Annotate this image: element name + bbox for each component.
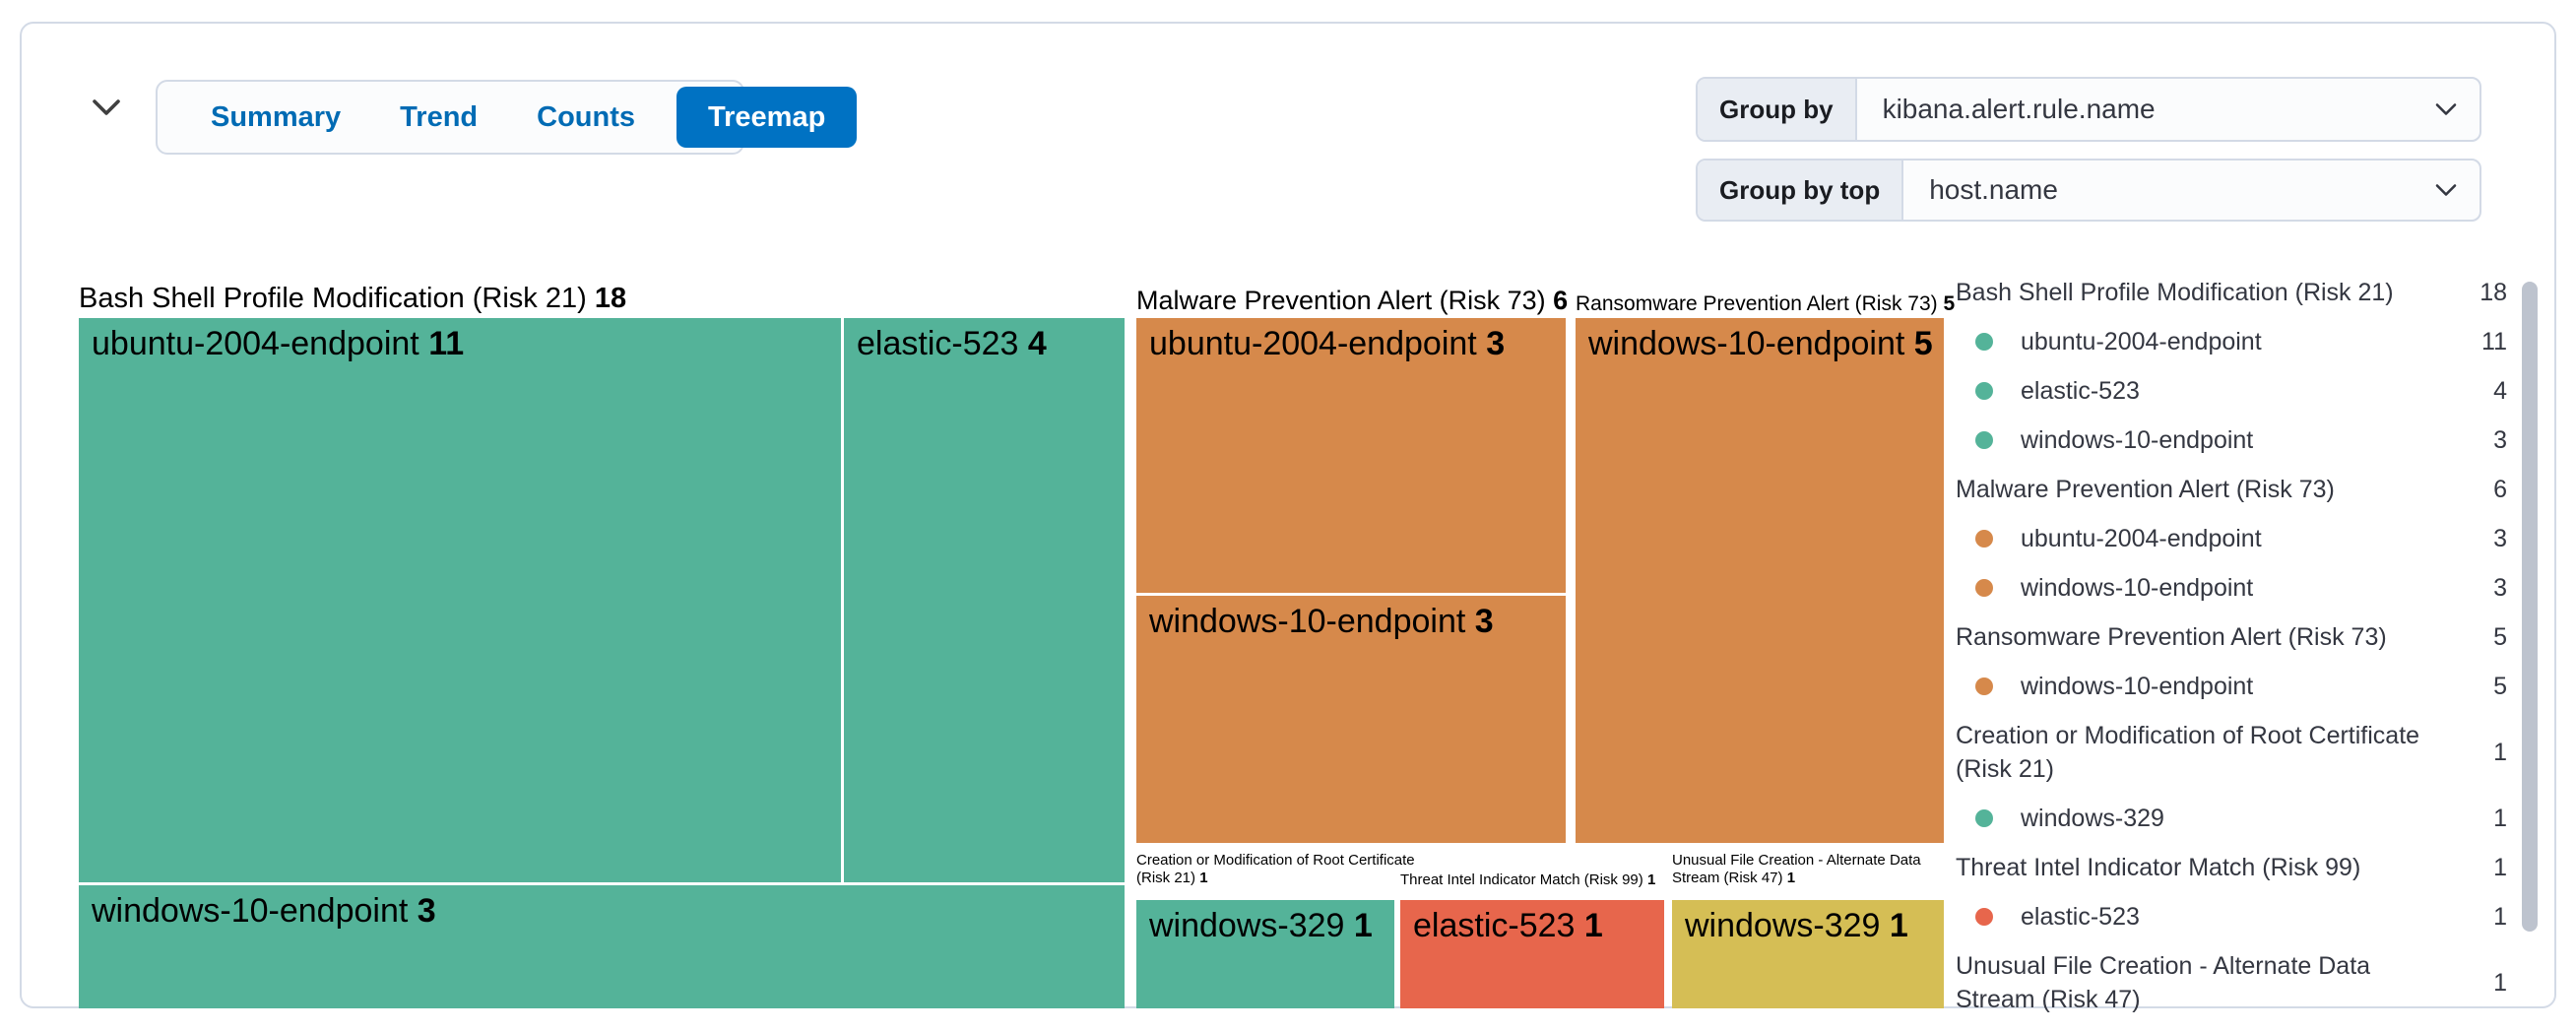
legend-color-dot	[1975, 908, 1993, 926]
treemap-cell[interactable]: ubuntu-2004-endpoint 3	[1136, 318, 1566, 593]
legend-color-dot	[1975, 809, 1993, 827]
legend-color-dot	[1975, 431, 1993, 449]
legend-color-dot	[1975, 579, 1993, 597]
legend-item-value: 1	[2493, 804, 2507, 832]
legend-host-item[interactable]: windows-10-endpoint 3	[1954, 418, 2507, 463]
treemap-cell-label: windows-10-endpoint 3	[92, 892, 436, 930]
legend-host-item[interactable]: windows-10-endpoint 3	[1954, 565, 2507, 611]
legend-item-label: windows-329	[2021, 805, 2164, 832]
treemap-cell-label: windows-329 1	[1149, 907, 1373, 944]
chevron-down-icon	[93, 98, 120, 115]
legend-item-label: Malware Prevention Alert (Risk 73)	[1956, 476, 2335, 503]
legend-color-dot	[1975, 333, 1993, 351]
legend-item-label: windows-10-endpoint	[2021, 574, 2254, 602]
legend-color-dot	[1975, 677, 1993, 695]
treemap-cell[interactable]: windows-329 1	[1672, 900, 1944, 1008]
treemap-cell-label: windows-10-endpoint 5	[1588, 325, 1933, 362]
tab-treemap[interactable]: Treemap	[676, 87, 858, 148]
chevron-down-icon	[2435, 103, 2457, 115]
treemap-cell[interactable]: windows-10-endpoint 5	[1576, 318, 1944, 843]
tab-summary[interactable]: Summary	[181, 82, 370, 153]
treemap-cell-label: ubuntu-2004-endpoint 11	[92, 325, 465, 362]
legend-group-item[interactable]: Malware Prevention Alert (Risk 73) 6	[1954, 467, 2507, 512]
legend-item-value: 6	[2493, 475, 2507, 503]
legend-item-label: elastic-523	[2021, 903, 2140, 931]
legend-host-item[interactable]: elastic-523 1	[1954, 894, 2507, 939]
treemap-cell-label: windows-329 1	[1685, 907, 1908, 944]
legend-item-value: 5	[2493, 672, 2507, 700]
tab-counts[interactable]: Counts	[507, 82, 665, 153]
legend-item-label: Ransomware Prevention Alert (Risk 73)	[1956, 623, 2387, 651]
group-by-select[interactable]: Group by kibana.alert.rule.name	[1696, 77, 2481, 142]
legend-item-value: 3	[2493, 425, 2507, 454]
legend-item-value: 1	[2493, 738, 2507, 766]
treemap-group-header: Ransomware Prevention Alert (Risk 73) 5	[1576, 292, 1956, 315]
legend-group-item[interactable]: Bash Shell Profile Modification (Risk 21…	[1954, 270, 2507, 315]
legend-item-label: ubuntu-2004-endpoint	[2021, 525, 2262, 552]
treemap-group-header: Malware Prevention Alert (Risk 73) 6	[1136, 286, 1569, 315]
legend-item-label: elastic-523	[2021, 377, 2140, 405]
legend-item-label: Creation or Modification of Root Certifi…	[1956, 722, 2420, 783]
legend-scrollbar-thumb[interactable]	[2522, 282, 2538, 932]
legend-item-label: Threat Intel Indicator Match (Risk 99)	[1956, 854, 2361, 881]
group-by-prepend-label: Group by	[1698, 79, 1857, 140]
alerts-treemap-chart: Bash Shell Profile Modification (Risk 21…	[22, 24, 2576, 1032]
legend-host-item[interactable]: ubuntu-2004-endpoint 11	[1954, 319, 2507, 364]
treemap-cell[interactable]: elastic-523 4	[844, 318, 1125, 882]
treemap-group-header: Unusual File Creation - Alternate Data S…	[1672, 852, 1921, 886]
legend-item-value: 18	[2479, 278, 2507, 306]
treemap-cell[interactable]: windows-329 1	[1136, 900, 1394, 1008]
treemap-cell-label: windows-10-endpoint 3	[1149, 603, 1494, 640]
legend-item-value: 4	[2493, 376, 2507, 405]
legend-item-label: Bash Shell Profile Modification (Risk 21…	[1956, 279, 2394, 306]
legend-item-value: 11	[2481, 327, 2507, 355]
legend-host-item[interactable]: windows-10-endpoint 5	[1954, 664, 2507, 709]
legend-item-value: 1	[2493, 968, 2507, 997]
treemap-legend: Bash Shell Profile Modification (Risk 21…	[1954, 270, 2507, 1022]
legend-item-value: 5	[2493, 622, 2507, 651]
legend-item-value: 3	[2493, 573, 2507, 602]
alerts-visualization-panel: Summary Trend Counts Treemap Group by ki…	[20, 22, 2556, 1013]
treemap-cell[interactable]: windows-10-endpoint 3	[79, 885, 1125, 1008]
treemap-cell[interactable]: windows-10-endpoint 3	[1136, 596, 1566, 843]
legend-group-item[interactable]: Ransomware Prevention Alert (Risk 73) 5	[1954, 614, 2507, 660]
legend-item-value: 1	[2493, 853, 2507, 881]
legend-item-label: windows-10-endpoint	[2021, 426, 2254, 454]
chevron-down-icon	[2435, 184, 2457, 196]
treemap-cell[interactable]: elastic-523 1	[1400, 900, 1664, 1008]
legend-item-label: windows-10-endpoint	[2021, 673, 2254, 700]
legend-item-label: Unusual File Creation - Alternate Data S…	[1956, 952, 2371, 1013]
legend-group-item[interactable]: Unusual File Creation - Alternate Data S…	[1954, 943, 2507, 1022]
legend-color-dot	[1975, 530, 1993, 548]
legend-color-dot	[1975, 382, 1993, 400]
chart-type-button-group: Summary Trend Counts Treemap	[156, 80, 858, 155]
legend-host-item[interactable]: elastic-523 4	[1954, 368, 2507, 414]
treemap-group-header: Threat Intel Indicator Match (Risk 99) 1	[1400, 871, 1656, 888]
group-by-top-value: host.name	[1929, 174, 2058, 205]
treemap-group-header: Creation or Modification of Root Certifi…	[1136, 852, 1415, 886]
tab-trend[interactable]: Trend	[370, 82, 507, 153]
legend-group-item[interactable]: Threat Intel Indicator Match (Risk 99) 1	[1954, 845, 2507, 890]
treemap-cell-label: elastic-523 4	[857, 325, 1047, 362]
legend-item-value: 3	[2493, 524, 2507, 552]
group-by-top-prepend-label: Group by top	[1698, 161, 1904, 220]
treemap-cell-label: ubuntu-2004-endpoint 3	[1149, 325, 1506, 362]
legend-host-item[interactable]: ubuntu-2004-endpoint 3	[1954, 516, 2507, 561]
legend-item-label: ubuntu-2004-endpoint	[2021, 328, 2262, 355]
treemap-group-header: Bash Shell Profile Modification (Risk 21…	[79, 283, 627, 314]
collapse-section-button[interactable]	[81, 85, 132, 130]
legend-item-value: 1	[2493, 902, 2507, 931]
legend-host-item[interactable]: windows-329 1	[1954, 796, 2507, 841]
group-by-top-select[interactable]: Group by top host.name	[1696, 159, 2481, 222]
treemap-cell[interactable]: ubuntu-2004-endpoint 11	[79, 318, 841, 882]
treemap-cell-label: elastic-523 1	[1413, 907, 1603, 944]
legend-group-item[interactable]: Creation or Modification of Root Certifi…	[1954, 713, 2507, 792]
group-by-value: kibana.alert.rule.name	[1882, 94, 2156, 124]
